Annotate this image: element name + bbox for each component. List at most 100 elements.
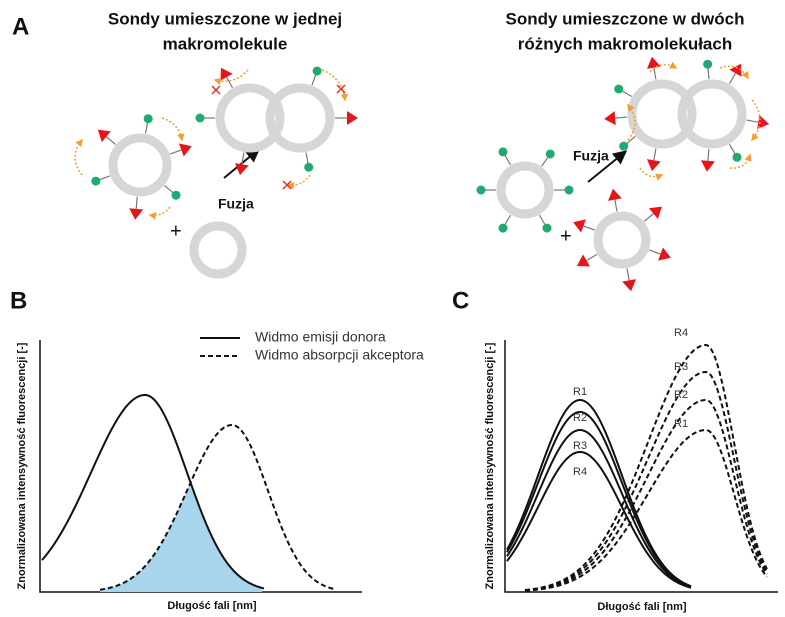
acceptor-curve	[524, 344, 768, 592]
transfer-arrow	[639, 167, 664, 181]
transfer-arrow	[719, 65, 749, 80]
transfer-arrow	[161, 117, 185, 142]
donor-probe	[304, 162, 314, 172]
overlap-area	[100, 483, 262, 592]
ring	[265, 83, 335, 153]
title-line: różnych makromolekułach	[518, 34, 732, 53]
acceptor-curve	[524, 429, 768, 592]
panel-label: B	[10, 287, 27, 314]
linker	[541, 156, 550, 167]
linker	[707, 148, 710, 161]
y-axis-label: Znormalizowana intensywność fluorescencj…	[484, 342, 496, 589]
linker	[653, 67, 657, 80]
linker	[538, 214, 547, 226]
legend-label: Widmo absorpcji akceptora	[255, 347, 424, 363]
plus: +	[170, 220, 182, 242]
acceptor-probe	[622, 279, 637, 292]
linker	[503, 154, 512, 166]
panel-label: C	[452, 287, 469, 314]
linker	[614, 199, 618, 212]
donor-probe	[143, 114, 153, 124]
transfer-arrow	[148, 206, 171, 220]
transfer-arrow	[213, 69, 249, 86]
acceptor-probe	[129, 208, 144, 220]
curve-label: R2	[573, 412, 587, 424]
panel-c: C Znormalizowana intensywność fluorescen…	[452, 287, 778, 613]
transfer-arrow	[286, 174, 311, 190]
ring	[496, 161, 554, 219]
acceptor-probe	[234, 163, 249, 176]
donor-probe	[619, 141, 629, 151]
donor-probe	[498, 147, 508, 157]
acceptor-probe	[658, 247, 671, 261]
fusion-label: Fuzja	[573, 148, 609, 164]
linker	[620, 89, 632, 98]
title-line: makromolekule	[163, 34, 288, 53]
transfer-arrow	[751, 99, 761, 142]
transfer-arrow	[74, 138, 83, 176]
acceptor-probe	[347, 111, 358, 125]
donor-probe	[564, 185, 574, 195]
donor-emission	[41, 394, 265, 590]
linker	[105, 136, 116, 145]
arrow	[223, 148, 261, 179]
donor-curve	[506, 451, 692, 589]
acceptor-probe	[607, 188, 622, 201]
acceptor-probe	[648, 206, 662, 220]
ring	[215, 83, 285, 153]
acceptor-curve	[524, 399, 768, 592]
linker	[649, 249, 661, 255]
linker	[728, 144, 737, 156]
acceptor-absorption	[99, 423, 337, 591]
linker	[707, 67, 710, 80]
acceptor-probe	[700, 160, 715, 172]
curve-label: R4	[573, 466, 587, 478]
ring	[677, 79, 747, 149]
donor-probe	[171, 190, 181, 200]
donor-probe	[476, 185, 486, 195]
linker	[728, 72, 737, 84]
blocked	[282, 180, 292, 190]
linker	[169, 149, 182, 155]
legend-label: Widmo emisji donora	[255, 329, 386, 345]
linker	[746, 119, 759, 123]
donor-probe	[614, 84, 624, 94]
donor-probe	[703, 59, 713, 69]
curve-label: R1	[674, 418, 688, 430]
curve-label: R2	[674, 389, 688, 401]
axes	[504, 340, 778, 593]
blocked	[336, 84, 346, 94]
linker	[583, 225, 595, 231]
linker	[241, 152, 245, 165]
arrow	[587, 150, 628, 183]
transfer-arrow	[321, 69, 349, 102]
linker	[144, 121, 149, 134]
curve-label: R3	[573, 440, 587, 452]
ring	[593, 211, 651, 269]
donor-probe	[545, 149, 555, 159]
title-line: Sondy umieszczone w dwóch	[506, 9, 745, 28]
curve-label: R3	[674, 361, 688, 373]
linker	[586, 253, 598, 262]
linker	[653, 148, 657, 161]
acceptor-probe	[576, 254, 590, 267]
linker	[98, 175, 111, 181]
linker	[164, 185, 175, 194]
donor-probe	[312, 66, 322, 76]
panel-label: A	[12, 13, 29, 40]
blocked	[211, 85, 221, 95]
x-axis-label: Długość fali [nm]	[167, 600, 257, 612]
acceptor-probe	[220, 67, 233, 81]
donor-probe	[498, 223, 508, 233]
acceptor-curve	[524, 371, 768, 592]
donor-curve	[506, 399, 692, 588]
panel-b: B Widmo emisji donora Widmo absorpcji ak…	[10, 287, 424, 612]
curve-label: R1	[573, 386, 587, 398]
acceptor-probe	[97, 129, 111, 143]
donor-probe	[195, 113, 205, 123]
linker	[625, 136, 636, 145]
acceptor-probe	[646, 56, 661, 69]
panel-a: A Sondy umieszczone w jednej makromoleku…	[12, 9, 770, 292]
acceptor-probe	[178, 143, 192, 157]
